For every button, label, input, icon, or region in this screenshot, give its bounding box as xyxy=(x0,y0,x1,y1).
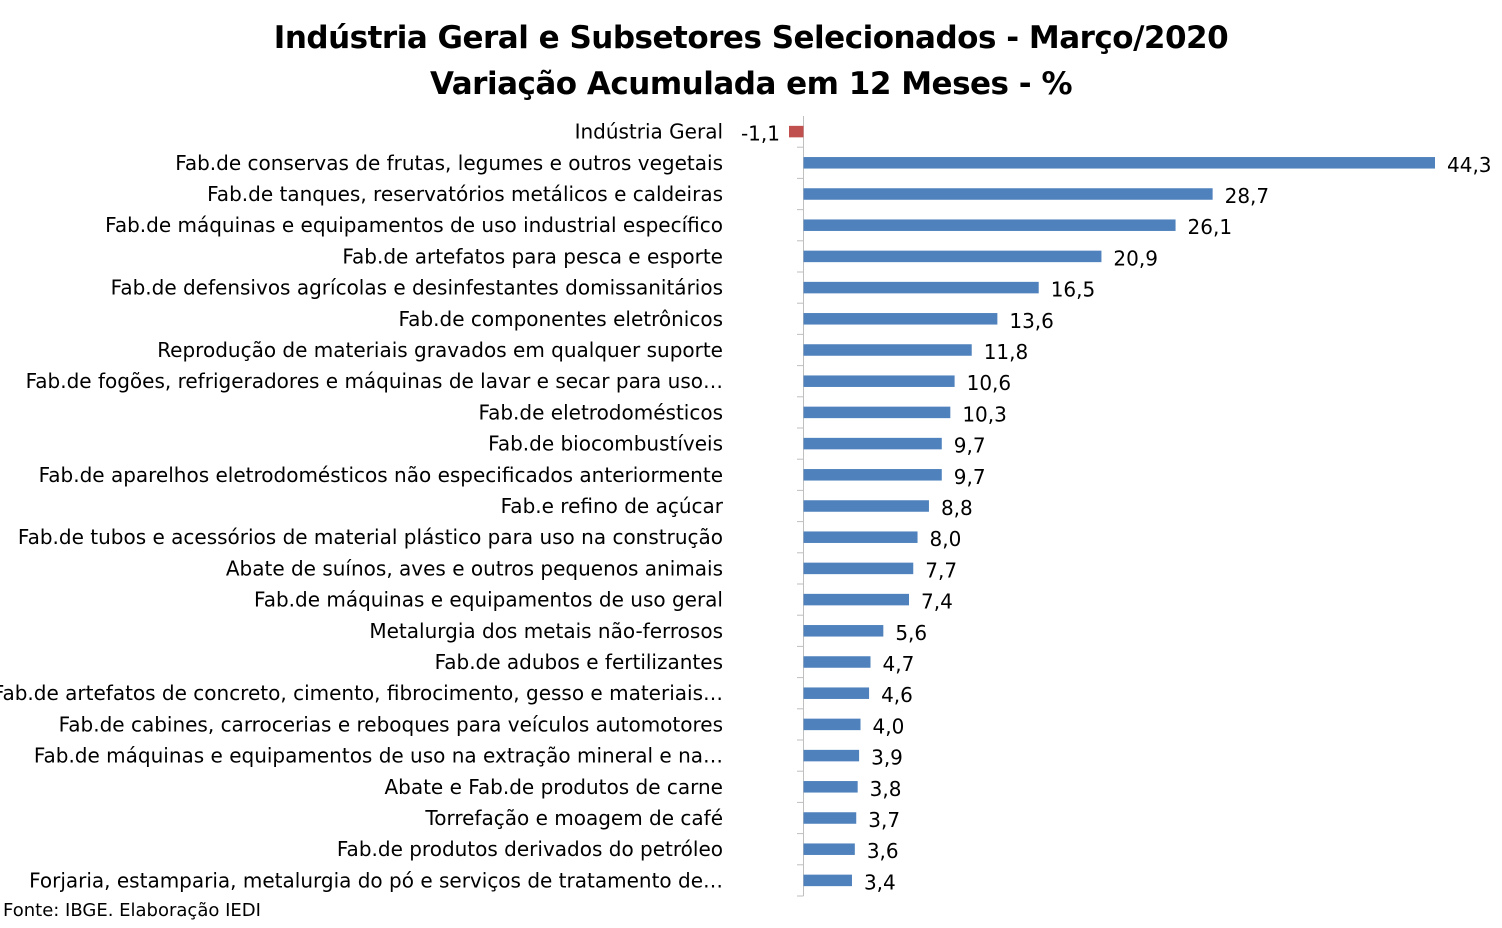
category-label: Fab.de biocombustíveis xyxy=(488,432,723,456)
category-label: Fab.e refino de açúcar xyxy=(501,494,724,518)
chart-title: Indústria Geral e Subsetores Selecionado… xyxy=(273,20,1229,56)
category-label: Fab.de componentes eletrônicos xyxy=(399,307,723,331)
category-label: Abate e Fab.de produtos de carne xyxy=(384,775,723,799)
data-label: 3,4 xyxy=(864,870,896,894)
category-label: Forjaria, estamparia, metalurgia do pó e… xyxy=(29,868,723,892)
bar xyxy=(803,593,909,606)
bar xyxy=(803,250,1102,263)
bar xyxy=(803,375,955,387)
category-label: Indústria Geral xyxy=(575,120,723,144)
data-label: 4,7 xyxy=(882,652,914,676)
data-label: 9,7 xyxy=(954,465,986,489)
data-label: 3,6 xyxy=(867,839,899,863)
data-label: 3,9 xyxy=(871,746,903,770)
data-label: 3,7 xyxy=(868,808,900,832)
data-label: 28,7 xyxy=(1225,184,1270,208)
bar xyxy=(803,313,998,325)
bar xyxy=(803,656,871,668)
bar xyxy=(803,562,914,575)
category-label: Torrefação e moagem de café xyxy=(424,806,723,830)
category-label: Fab.de máquinas e equipamentos de uso ge… xyxy=(254,588,723,612)
data-label: 10,6 xyxy=(967,371,1012,395)
bar xyxy=(803,157,1435,169)
category-label: Fab.de conservas de frutas, legumes e ou… xyxy=(175,151,723,175)
data-label: 16,5 xyxy=(1051,278,1096,302)
category-label: Abate de suínos, aves e outros pequenos … xyxy=(226,556,723,580)
bar xyxy=(803,812,857,824)
category-label: Fab.de produtos derivados do petróleo xyxy=(337,837,723,861)
bar xyxy=(803,749,860,762)
bar xyxy=(803,843,855,855)
data-label: 13,6 xyxy=(1009,309,1054,333)
data-label: 26,1 xyxy=(1188,215,1233,239)
category-label: Fab.de fogões, refrigeradores e máquinas… xyxy=(26,369,723,393)
category-label: Fab.de máquinas e equipamentos de uso na… xyxy=(34,744,723,768)
bar xyxy=(803,781,858,793)
category-label: Fab.de cabines, carrocerias e reboques p… xyxy=(59,712,723,736)
category-label: Fab.de tanques, reservatórios metálicos … xyxy=(207,182,723,206)
data-label: 4,6 xyxy=(881,683,913,707)
bar xyxy=(803,437,942,450)
category-label: Fab.de artefatos de concreto, cimento, f… xyxy=(0,681,723,705)
category-label: Fab.de adubos e fertilizantes xyxy=(435,650,723,674)
chart-subtitle: Variação Acumulada em 12 Meses - % xyxy=(429,66,1073,102)
category-label: Fab.de tubos e acessórios de material pl… xyxy=(18,525,723,549)
bar xyxy=(803,687,870,699)
data-label: -1,1 xyxy=(741,122,780,146)
category-label: Fab.de máquinas e equipamentos de uso in… xyxy=(105,213,723,237)
bar xyxy=(803,531,918,543)
data-label: 4,0 xyxy=(873,714,905,738)
data-label: 7,4 xyxy=(921,590,953,614)
category-label: Fab.de aparelhos eletrodomésticos não es… xyxy=(39,463,723,487)
bar xyxy=(803,874,852,887)
data-label: 10,3 xyxy=(962,402,1007,426)
data-label: 8,0 xyxy=(930,527,962,551)
data-label: 9,7 xyxy=(954,434,986,458)
bar xyxy=(789,125,804,138)
category-label: Fab.de eletrodomésticos xyxy=(478,400,723,424)
data-label: 7,7 xyxy=(925,558,957,582)
bar xyxy=(803,219,1176,231)
data-label: 3,8 xyxy=(870,777,902,801)
category-label: Metalurgia dos metais não-ferrosos xyxy=(369,619,723,643)
bar xyxy=(803,344,972,356)
bar xyxy=(803,469,942,481)
category-label: Reprodução de materiais gravados em qual… xyxy=(157,338,723,362)
data-label: 44,3 xyxy=(1447,153,1492,177)
bar xyxy=(803,500,929,512)
data-label: 8,8 xyxy=(941,496,973,520)
bar xyxy=(803,281,1039,294)
bar xyxy=(803,406,951,419)
bar xyxy=(803,625,884,637)
bar xyxy=(803,188,1213,200)
data-label: 5,6 xyxy=(895,621,927,645)
data-label: 11,8 xyxy=(984,340,1029,364)
bar xyxy=(803,718,861,731)
source-note: Fonte: IBGE. Elaboração IEDI xyxy=(3,900,261,921)
data-label: 20,9 xyxy=(1113,246,1158,270)
category-label: Fab.de defensivos agrícolas e desinfesta… xyxy=(111,276,723,300)
category-label: Fab.de artefatos para pesca e esporte xyxy=(342,244,723,268)
